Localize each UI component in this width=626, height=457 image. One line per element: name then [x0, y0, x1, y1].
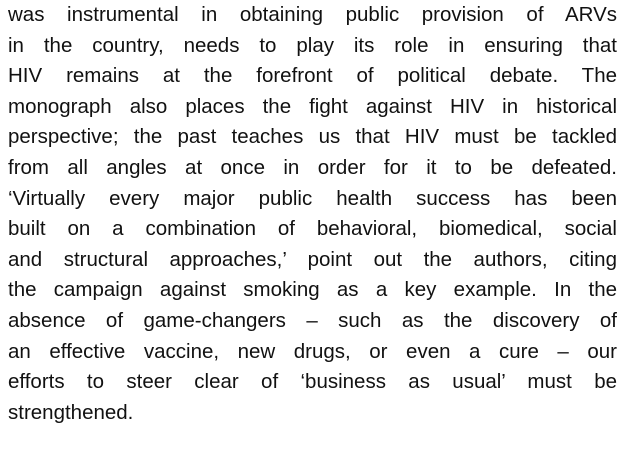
text-line: in the country, needs to play its role i… — [8, 33, 617, 57]
text-line: an effective vaccine, new drugs, or even… — [8, 339, 617, 363]
text-line: the campaign against smoking as a key ex… — [8, 278, 617, 302]
paragraph: was instrumental in obtaining public pro… — [8, 0, 617, 428]
text-line: built on a combination of behavioral, bi… — [8, 217, 617, 241]
text-line: perspective; the past teaches us that HI… — [8, 125, 617, 149]
text-line: absence of game-changers – such as the d… — [8, 308, 617, 332]
text-line: strengthened. — [8, 400, 134, 424]
text-line: monograph also places the fight against … — [8, 94, 617, 118]
text-line: from all angles at once in order for it … — [8, 155, 617, 179]
text-line: efforts to steer clear of ‘business as u… — [8, 370, 617, 394]
text-line: ‘Virtually every major public health suc… — [8, 186, 617, 210]
text-line: HIV remains at the forefront of politica… — [8, 64, 617, 88]
text-line: was instrumental in obtaining public pro… — [8, 3, 617, 26]
text-line: and structural approaches,’ point out th… — [8, 247, 617, 271]
